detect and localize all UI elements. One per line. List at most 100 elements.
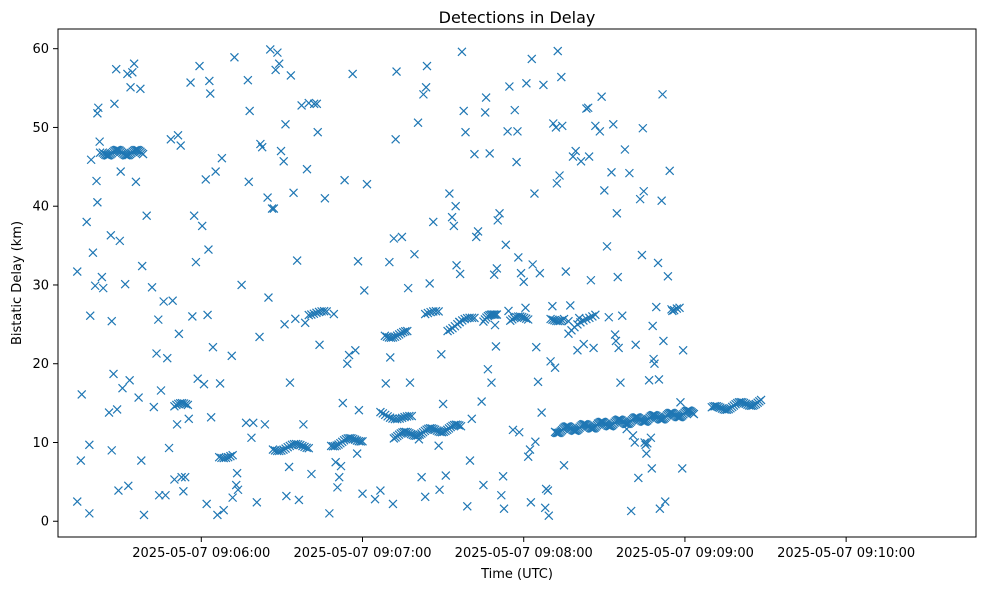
data-point <box>521 314 531 324</box>
data-point <box>380 410 390 420</box>
data-point <box>490 310 500 320</box>
data-point <box>189 211 199 221</box>
data-point <box>590 121 600 131</box>
x-tick-label: 2025-05-07 09:09:00 <box>616 546 754 561</box>
data-point <box>195 61 204 71</box>
data-point <box>378 408 388 418</box>
data-point <box>633 473 643 483</box>
data-point <box>123 481 133 491</box>
data-point <box>613 272 623 282</box>
data-point <box>626 506 636 516</box>
data-point <box>513 126 522 136</box>
data-point <box>720 405 730 415</box>
data-point <box>516 268 526 278</box>
data-point <box>290 314 300 324</box>
data-point <box>583 103 593 113</box>
data-point <box>329 309 339 319</box>
data-point <box>125 375 135 385</box>
data-point <box>319 306 329 316</box>
data-point <box>495 208 504 218</box>
data-point <box>269 204 279 213</box>
y-tick-label: 40 <box>32 200 49 215</box>
data-point <box>653 258 663 268</box>
data-point <box>384 257 394 267</box>
data-point <box>285 378 295 388</box>
data-point <box>461 127 470 137</box>
data-point <box>492 264 502 273</box>
data-point <box>245 106 255 116</box>
data-point <box>342 359 352 369</box>
data-point <box>413 118 423 128</box>
data-point <box>354 436 364 446</box>
data-point <box>333 482 342 492</box>
data-point <box>292 256 302 265</box>
data-point <box>496 490 506 500</box>
data-point <box>265 45 275 54</box>
data-point <box>95 137 105 147</box>
data-point <box>164 443 174 453</box>
data-point <box>428 217 438 227</box>
data-point <box>576 156 586 166</box>
data-point <box>138 149 148 159</box>
data-point <box>586 275 596 285</box>
data-point <box>137 261 147 271</box>
data-point <box>77 390 87 399</box>
data-point <box>548 119 558 128</box>
data-point <box>203 310 212 320</box>
data-point <box>227 351 237 361</box>
data-point <box>86 155 96 165</box>
data-point <box>187 312 197 321</box>
data-point <box>243 75 253 85</box>
data-point <box>231 480 241 490</box>
data-point <box>501 240 511 250</box>
data-point <box>624 168 634 178</box>
data-point <box>271 65 281 75</box>
data-point <box>404 411 414 421</box>
data-point <box>388 499 398 509</box>
data-point <box>120 279 130 289</box>
data-point <box>375 486 385 495</box>
data-point <box>385 353 395 362</box>
data-point <box>538 80 548 90</box>
data-point <box>359 286 369 295</box>
x-tick-label: 2025-05-07 09:07:00 <box>293 546 431 561</box>
data-point <box>162 353 172 363</box>
data-point <box>557 121 567 131</box>
data-point <box>607 167 616 177</box>
data-point <box>109 99 119 109</box>
data-point <box>320 193 330 203</box>
data-point <box>444 189 454 199</box>
data-point <box>82 217 92 227</box>
data-point <box>312 99 322 109</box>
data-point <box>116 167 126 176</box>
data-point <box>599 186 609 195</box>
chart-title: Detections in Delay <box>439 8 596 27</box>
data-point <box>97 272 107 282</box>
data-point <box>485 149 495 158</box>
data-point <box>553 46 563 56</box>
data-point <box>530 437 540 447</box>
data-point <box>512 157 521 167</box>
data-point <box>93 103 103 113</box>
data-point <box>219 505 229 515</box>
data-point <box>356 437 366 446</box>
data-point <box>88 248 98 258</box>
data-point <box>498 471 508 481</box>
data-point <box>276 446 286 455</box>
data-point <box>397 232 407 242</box>
data-point <box>122 69 132 79</box>
data-point <box>84 508 94 518</box>
data-point <box>544 511 554 521</box>
data-point <box>181 399 191 409</box>
data-point <box>405 378 415 388</box>
data-point <box>457 315 467 325</box>
data-point <box>114 486 123 495</box>
data-point <box>537 408 547 417</box>
data-point <box>328 441 338 451</box>
data-point <box>315 340 324 350</box>
data-point <box>612 208 622 218</box>
x-tick-label: 2025-05-07 09:10:00 <box>777 546 915 561</box>
data-point <box>172 419 182 429</box>
data-point <box>237 280 247 290</box>
